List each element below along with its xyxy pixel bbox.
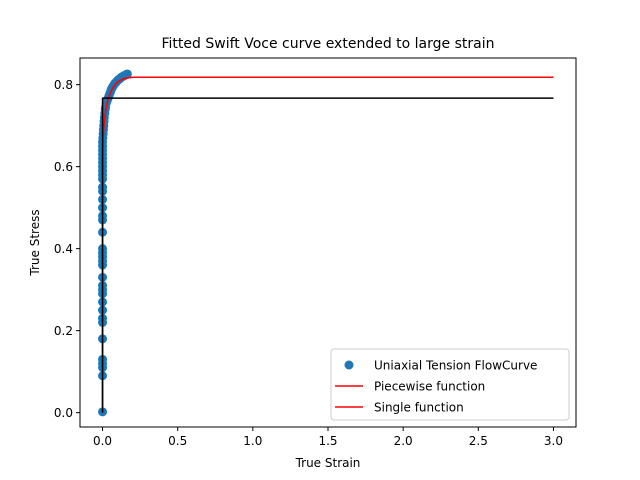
y-tick-label: 0.0	[54, 406, 73, 420]
series-line-single	[101, 76, 554, 413]
y-tick-label: 0.8	[54, 78, 73, 92]
y-axis-ticks: 0.0 0.2 0.4 0.6 0.8	[54, 78, 80, 420]
y-axis-label: True Stress	[28, 209, 42, 276]
legend-box	[330, 348, 570, 421]
x-axis-label: True Strain	[295, 456, 361, 470]
legend-marker-flowcurve	[344, 360, 354, 370]
legend: Uniaxial Tension FlowCurve Piecewise fun…	[330, 348, 570, 421]
x-tick-label: 0.5	[168, 434, 187, 448]
x-axis-ticks: 0.0 0.5 1.0 1.5 2.0 2.5 3.0	[93, 427, 563, 448]
y-tick-label: 0.6	[54, 160, 73, 174]
series-layer	[98, 69, 554, 417]
x-tick-label: 0.0	[93, 434, 112, 448]
legend-label-flowcurve: Uniaxial Tension FlowCurve	[374, 359, 537, 373]
data-point	[122, 69, 132, 79]
x-tick-label: 1.0	[243, 434, 262, 448]
y-tick-label: 0.4	[54, 242, 73, 256]
x-tick-label: 1.5	[318, 434, 337, 448]
x-tick-label: 2.5	[469, 434, 488, 448]
series-line-reference	[101, 97, 554, 413]
x-tick-label: 2.0	[394, 434, 413, 448]
legend-label-piecewise: Piecewise function	[374, 380, 485, 394]
chart-title: Fitted Swift Voce curve extended to larg…	[162, 36, 495, 52]
legend-label-single: Single function	[374, 401, 464, 415]
y-tick-label: 0.2	[54, 324, 73, 338]
x-tick-label: 3.0	[544, 434, 563, 448]
